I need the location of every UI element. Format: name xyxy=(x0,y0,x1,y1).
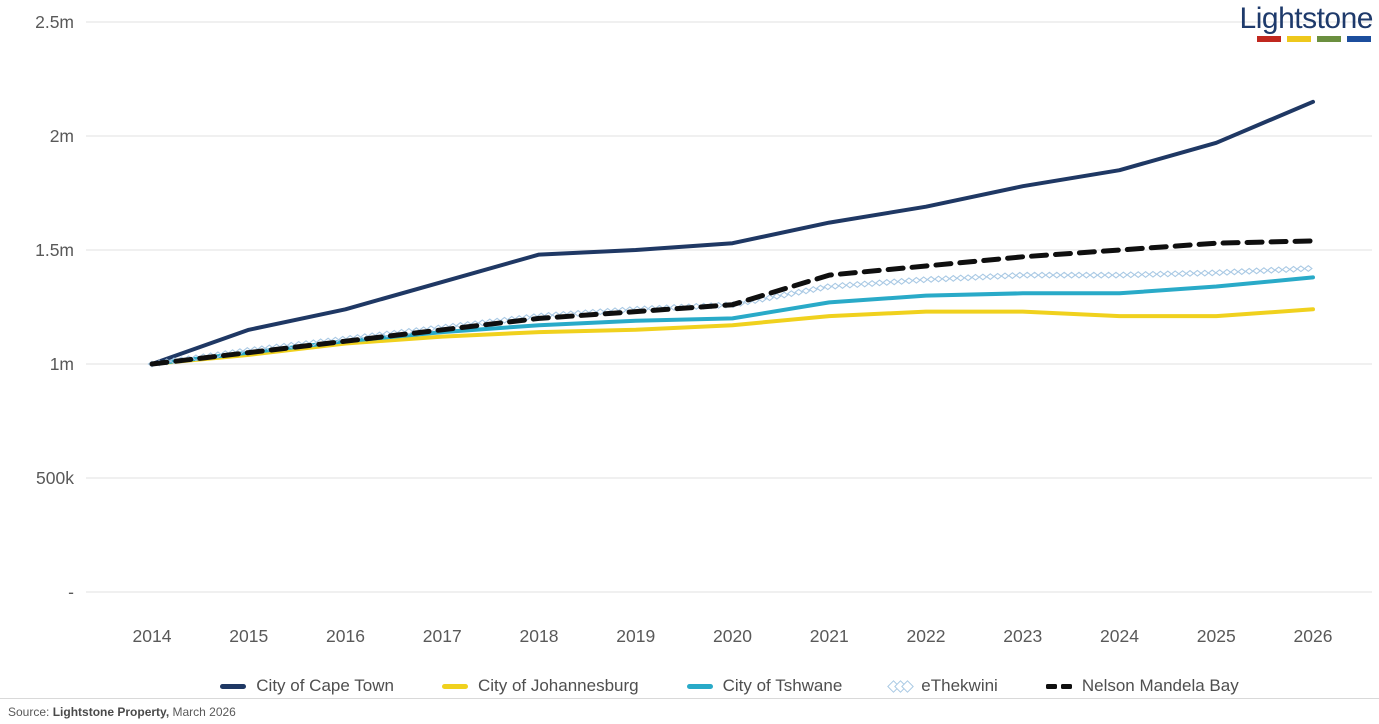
x-axis-tick-label: 2014 xyxy=(133,626,172,646)
lightstone-logo-bars xyxy=(1240,36,1373,42)
legend-item-city-of-johannesburg: City of Johannesburg xyxy=(441,676,639,696)
lightstone-logo: Lightstone xyxy=(1239,2,1374,42)
x-axis-tick-label: 2026 xyxy=(1294,626,1333,646)
y-axis-tick-label: 2m xyxy=(50,126,74,146)
diamonds-line-swatch-icon xyxy=(887,679,915,693)
dashed-line-swatch-icon xyxy=(1045,683,1072,689)
x-axis-tick-label: 2017 xyxy=(423,626,462,646)
x-axis-tick-label: 2016 xyxy=(326,626,365,646)
legend-item-ethekwini: eThekwini xyxy=(887,676,998,696)
solid-line-swatch-icon xyxy=(441,683,468,689)
x-axis-tick-label: 2024 xyxy=(1100,626,1139,646)
legend-label: Nelson Mandela Bay xyxy=(1081,676,1239,695)
x-axis-tick-label: 2020 xyxy=(713,626,752,646)
solid-line-swatch-icon xyxy=(220,683,247,689)
legend-label: City of Cape Town xyxy=(256,676,394,695)
logo-bar-3 xyxy=(1347,36,1371,42)
legend-item-city-of-cape-town: City of Cape Town xyxy=(220,676,394,696)
source-name: Lightstone Property, xyxy=(52,705,170,719)
y-axis-tick-label: 500k xyxy=(36,468,74,488)
logo-bar-2 xyxy=(1317,36,1341,42)
x-axis-tick-label: 2025 xyxy=(1197,626,1236,646)
series-nelson-mandela-bay xyxy=(149,238,1316,367)
legend-item-city-of-tshwane: City of Tshwane xyxy=(686,676,843,696)
legend-label: City of Johannesburg xyxy=(477,676,639,695)
source-prefix: Source: xyxy=(8,705,53,719)
y-axis-tick-label: 2.5m xyxy=(35,12,74,32)
series-city-of-cape-town xyxy=(150,99,1315,366)
lightstone-logo-text: Lightstone xyxy=(1239,2,1374,35)
x-axis-tick-label: 2019 xyxy=(616,626,655,646)
legend-label: City of Tshwane xyxy=(722,676,843,695)
y-axis-tick-label: 1m xyxy=(50,354,74,374)
line-chart: 2.5m 2m 1.5m 1m 500k - 2014 2015 2016 2017 2018 201… xyxy=(35,12,1372,646)
y-axis-tick-label: 1.5m xyxy=(35,240,74,260)
legend-label: eThekwini xyxy=(921,676,998,695)
logo-bar-1 xyxy=(1287,36,1311,42)
source-date: March 2026 xyxy=(169,705,236,719)
chart-legend: City of Cape Town City of Johannesburg Cit… xyxy=(90,667,1369,705)
solid-line-swatch-icon xyxy=(686,683,713,689)
logo-bar-0 xyxy=(1257,36,1281,42)
x-axis-tick-label: 2018 xyxy=(520,626,559,646)
y-axis-tick-label: - xyxy=(68,582,74,602)
source-note: Source: Lightstone Property, March 2026 xyxy=(0,698,1379,724)
legend-item-nelson-mandela-bay: Nelson Mandela Bay xyxy=(1045,676,1239,696)
series-city-of-tshwane xyxy=(150,275,1315,366)
x-axis-tick-label: 2015 xyxy=(229,626,268,646)
x-axis-tick-label: 2021 xyxy=(810,626,849,646)
x-axis-tick-label: 2023 xyxy=(1003,626,1042,646)
x-axis-tick-label: 2022 xyxy=(907,626,946,646)
